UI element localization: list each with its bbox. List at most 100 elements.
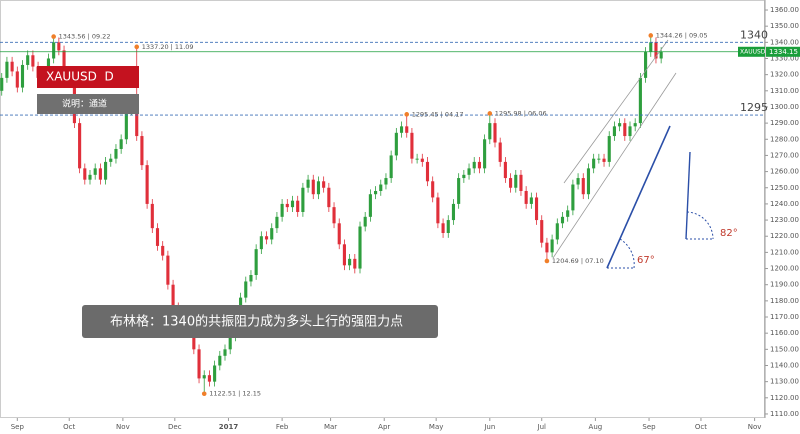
candle-body: [581, 178, 585, 195]
y-tick-label: 1180.00: [770, 297, 799, 305]
candle-body: [244, 281, 248, 298]
candle-body: [10, 61, 14, 72]
channel-upper: [563, 39, 669, 184]
x-tick-label: Mar: [324, 423, 337, 431]
candle-body: [254, 249, 258, 276]
y-tick-label: 1240.00: [770, 200, 799, 208]
symbol-label: XAUUSD D: [46, 70, 114, 84]
level-label: 1340: [740, 28, 768, 41]
candle-body: [322, 181, 326, 188]
candle-body: [88, 174, 92, 180]
y-tick-label: 1210.00: [770, 248, 799, 256]
candle-body: [638, 77, 642, 124]
x-tick-label: Aug: [589, 423, 603, 431]
y-tick-label: 1280.00: [770, 135, 799, 143]
x-tick-label: Oct: [63, 423, 75, 431]
subtitle: 说明：通道: [62, 98, 107, 110]
candle-body: [166, 255, 170, 285]
candles: [0, 35, 663, 394]
candle-body: [93, 168, 97, 175]
y-tick-label: 1150.00: [770, 345, 799, 353]
candle-body: [597, 158, 601, 160]
candle-body: [384, 178, 388, 185]
x-tick-label: Jun: [483, 423, 495, 431]
candle-body: [644, 52, 648, 78]
candle-body: [436, 197, 440, 224]
candle-body: [311, 179, 315, 195]
candle-body: [576, 178, 580, 185]
extreme-dot: [134, 44, 140, 50]
candle-body: [223, 349, 227, 356]
candle-body: [654, 42, 658, 59]
x-tick-label: Dec: [168, 423, 182, 431]
candle-body: [498, 142, 502, 162]
trend-line: [606, 125, 671, 269]
angle-markers: [606, 125, 714, 269]
candle-body: [659, 52, 663, 59]
candle-body: [441, 223, 445, 233]
candle-body: [534, 197, 539, 221]
x-tick-label: Feb: [276, 423, 289, 431]
candle-body: [15, 71, 19, 88]
channel: [552, 39, 677, 259]
symbol-box: [37, 66, 139, 88]
candle-body: [555, 223, 559, 240]
y-tick-label: 1360.00: [770, 6, 799, 14]
candle-body: [519, 174, 523, 191]
note: 布林格：1340的共振阻力成为多头上行的强阻力点: [110, 314, 403, 330]
candle-body: [571, 184, 575, 211]
candle-body: [607, 136, 611, 162]
candle-body: [140, 136, 144, 166]
candle-body: [31, 55, 35, 67]
y-tick-label: 1110.00: [770, 410, 799, 418]
candle-body: [586, 168, 591, 195]
candle-body: [353, 258, 357, 269]
candle-body: [509, 178, 513, 188]
candle-body: [114, 148, 118, 159]
note-box: [82, 305, 438, 338]
candle-body: [524, 190, 528, 204]
candle-body: [202, 375, 206, 379]
candle-body: [207, 375, 211, 382]
x-tick-label: May: [429, 423, 443, 431]
x-tick-label: Nov: [116, 423, 130, 431]
y-tick-label: 1230.00: [770, 216, 799, 224]
y-tick-label: 1200.00: [770, 265, 799, 273]
candle-body: [503, 161, 507, 179]
candle-body: [327, 187, 331, 208]
extreme-dot: [404, 112, 410, 117]
extreme-dot: [487, 111, 493, 116]
candle-body: [410, 132, 414, 159]
y-tick-label: 1140.00: [770, 361, 799, 369]
candle-body: [270, 228, 274, 240]
candle-body: [109, 158, 113, 162]
candle-body: [135, 100, 139, 137]
candle-body: [124, 110, 128, 140]
candle-body: [197, 349, 201, 379]
y-tick-label: 1350.00: [770, 22, 799, 30]
candle-body: [57, 42, 61, 51]
candle-body: [171, 284, 175, 308]
candle-body: [342, 244, 346, 266]
candle-body: [337, 223, 341, 245]
candle-body: [467, 168, 471, 175]
candle-body: [457, 178, 461, 204]
y-tick-label: 1170.00: [770, 313, 799, 321]
candle-body: [472, 161, 476, 169]
angle-arc: [619, 238, 635, 269]
candle-body: [46, 58, 51, 72]
x-tick-label: Nov: [748, 423, 762, 431]
x-tick-label: 2017: [219, 423, 239, 431]
candle-body: [5, 61, 9, 78]
candle-body: [316, 181, 321, 195]
subtitle-box: [37, 94, 139, 114]
y-tick-label: 1120.00: [770, 394, 799, 402]
y-tick-label: 1130.00: [770, 378, 799, 386]
candle-body: [628, 126, 632, 137]
y-tick-label: 1260.00: [770, 168, 799, 176]
x-tick-label: Jul: [537, 423, 547, 431]
candle-body: [83, 168, 87, 180]
candle-body: [98, 168, 102, 180]
